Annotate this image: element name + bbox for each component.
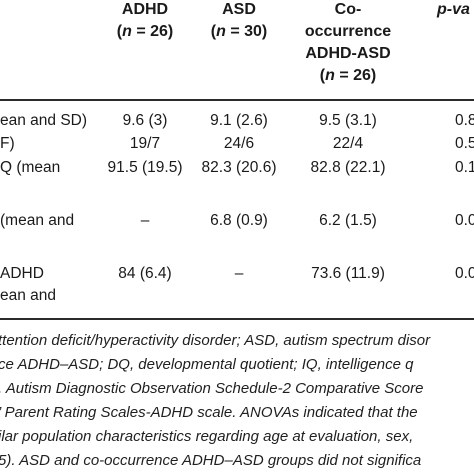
row-conners-p: 0.0 [455, 265, 474, 282]
header-cooc-line1: Co- [334, 1, 362, 18]
header-adhd: ADHD (n = 26) [103, 0, 187, 43]
header-pvalue: p-va [437, 0, 470, 21]
row-conners-asd: – [234, 265, 244, 282]
row-dq-adhd: 91.5 (19.5) [107, 159, 183, 176]
row-age-cooc: 9.5 (3.1) [319, 112, 377, 129]
row-ados-asd: 6.8 (0.9) [210, 212, 268, 229]
row-sex-cooc: 22/4 [332, 135, 364, 152]
row-conners-cooc: 73.6 (11.9) [311, 265, 385, 282]
row-label-dq: Q (mean [0, 159, 61, 176]
row-label-conners-line2: ean and [0, 287, 57, 304]
row-label-age: ean and SD) [0, 112, 88, 129]
row-ados-adhd: – [140, 212, 150, 229]
row-sex-asd: 24/6 [223, 135, 255, 152]
row-age-adhd: 9.6 (3) [122, 112, 168, 129]
header-pvalue-name: p-va [437, 1, 470, 18]
row-sex-p: 0.5 [455, 135, 474, 152]
header-asd: ASD (n = 30) [197, 0, 281, 43]
footnote-line-1: ttention deficit/hyperactivity disorder;… [0, 332, 431, 349]
header-adhd-n: (n = 26) [116, 23, 174, 40]
header-asd-n: (n = 30) [210, 23, 268, 40]
header-cooc-n: (n = 26) [319, 67, 377, 84]
header-cooc-line2: occurrence [304, 23, 392, 40]
row-dq-cooc: 82.8 (22.1) [310, 159, 386, 176]
footnote-line-4: ’ Parent Rating Scales-ADHD scale. ANOVA… [0, 404, 418, 421]
row-dq-asd: 82.3 (20.6) [201, 159, 277, 176]
header-cooccurrence: Co- occurrence ADHD-ASD (n = 26) [286, 0, 410, 87]
row-age-asd: 9.1 (2.6) [210, 112, 268, 129]
footnote-line-6: 5). ASD and co-occurrence ADHD–ASD group… [0, 452, 422, 469]
row-label-sex: F) [0, 135, 15, 152]
table-bottom-divider [0, 318, 474, 320]
row-label-conners: ADHD [0, 265, 44, 282]
row-conners-adhd: 84 (6.4) [118, 265, 172, 282]
footnote-line-5: ilar population characteristics regardin… [0, 428, 414, 445]
header-adhd-name: ADHD [121, 1, 169, 18]
footnote-line-3: , Autism Diagnostic Observation Schedule… [0, 380, 424, 397]
row-ados-cooc: 6.2 (1.5) [319, 212, 377, 229]
row-label-ados: (mean and [0, 212, 75, 229]
row-dq-p: 0.1 [455, 159, 474, 176]
row-sex-adhd: 19/7 [129, 135, 161, 152]
row-ados-p: 0.0 [455, 212, 474, 229]
footnote-line-2: ce ADHD–ASD; DQ, developmental quotient;… [0, 356, 414, 373]
header-divider [0, 99, 474, 101]
header-asd-name: ASD [222, 1, 256, 18]
row-age-p: 0.8 [455, 112, 474, 129]
header-cooc-line3: ADHD-ASD [305, 45, 391, 62]
